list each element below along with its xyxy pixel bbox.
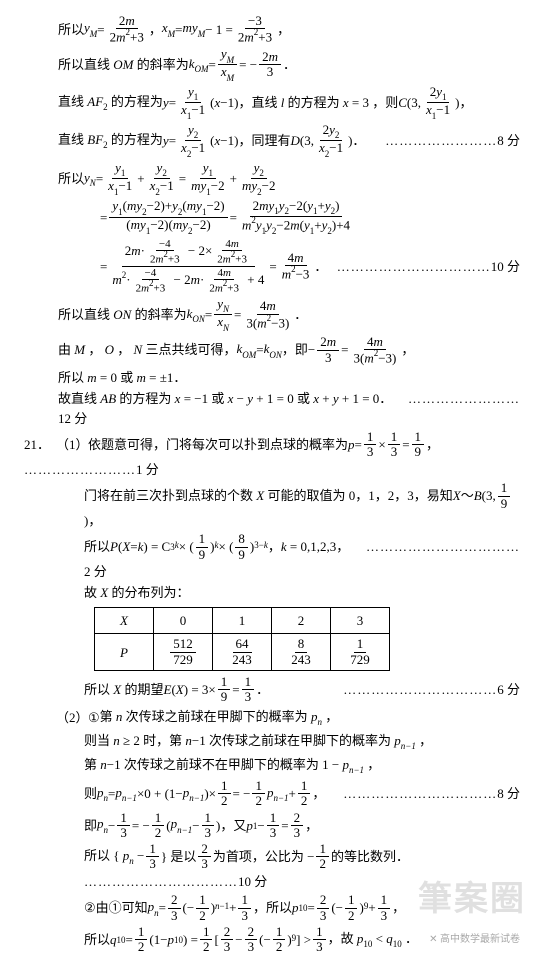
line-af2: 直线 AF2 的方程为 y = y1x1−1 (x−1) ，直线 l 的方程为 … xyxy=(58,85,520,121)
q21-3: 所以 P(X=k) = C3k × (19)k × (89)3−k ，k = 0… xyxy=(84,532,520,581)
q21-part2-8: 所以 q10 = 12 (1−p10) = 12 [23 − 23 (−12)9… xyxy=(84,925,520,955)
q21-part2-6: 所以 { pn − 13 } 是以 23 为首项，公比为 − 12 的等比数列．… xyxy=(84,842,520,891)
q21-ex: 所以 X 的期望 E(X) = 3× 19 = 13． ……………………………6… xyxy=(84,675,520,705)
q21-4: 故 X 的分布列为： xyxy=(84,583,520,603)
line-yn-1: 所以 yN = y1x1−1 + y2x2−1 = y1my1−2 + y2my… xyxy=(58,161,520,197)
line-bf2: 直线 BF2 的方程为 y = y2x2−1 (x−1) ，同理有 D(3, 2… xyxy=(58,123,520,159)
q21-1: 21．（1） 依题意可得，门将每次可以扑到点球的概率为 p = 13 × 13 … xyxy=(24,430,520,479)
line-ab: 故直线 AB 的方程为 x = −1 或 x − y + 1 = 0 或 x +… xyxy=(58,389,520,428)
q21-label: 21． xyxy=(24,435,50,455)
line-yn-2: = y1(my2−2)+y2(my1−2)(my1−2)(my2−2) = 2m… xyxy=(100,199,520,236)
q21-2: 门将在前三次扑到点球的个数 X 可能的取值为 0，1，2，3，易知 X～B(3,… xyxy=(84,481,520,530)
q21-part2-2: 则当 n ≥ 2 时，第 n−1 次传球之前球在甲脚下的概率为 pn−1 ， xyxy=(84,731,520,753)
line-collinear: 由 M ， O ， N 三点共线可得， kOM = kON ，即 −2m3 = … xyxy=(58,335,520,366)
line-kom: 所以直线 OM 的斜率为 kOM = yMxM = −2m3． xyxy=(58,47,520,83)
q21-part2-5: 即 pn − 13 = − 12 (pn−1 − 13) ，又 p1 − 13 … xyxy=(84,811,520,841)
line-m: 所以 m = 0 或 m = ±1． xyxy=(58,368,520,388)
q21-part2-3: 第 n−1 次传球之前球不在甲脚下的概率为 1 − pn−1 ， xyxy=(84,755,520,777)
line-kon: 所以直线 ON 的斜率为 kON = yNxN = 4m3(m2−3)． xyxy=(58,297,520,333)
dist-table: X0123 P 512729 64243 8243 1729 xyxy=(94,607,390,671)
q21-part2-1: （2）①第 n 次传球之前球在甲脚下的概率为 pn ， xyxy=(24,707,520,729)
line-ym-xm: 所以 yM = 2m2m2+3 ， xM = myM − 1 = −32m2+3… xyxy=(58,14,520,45)
q21-part2-4: 则 pn = pn−1×0 + (1−pn−1)× 12 = − 12 pn−1… xyxy=(84,779,520,809)
line-yn-3: = 2m·−42m2+3 − 2×4m2m2+3 m2·−42m2+3 − 2m… xyxy=(100,238,520,295)
